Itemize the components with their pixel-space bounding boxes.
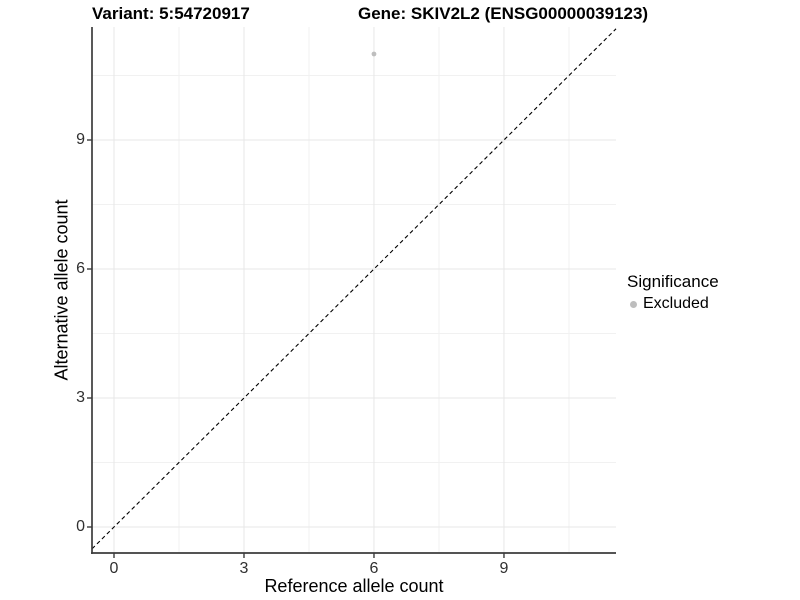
identity-reference-line [91,28,617,550]
x-tick-label: 9 [499,560,509,577]
y-tick-label: 3 [76,389,85,406]
data-point [371,51,377,57]
gene-title: Gene: SKIV2L2 (ENSG00000039123) [358,4,649,23]
legend-item-label: Excluded [643,295,709,312]
x-axis-title: Reference allele count [264,576,444,596]
y-axis-title: Alternative allele count [51,199,72,381]
x-tick-label: 6 [369,560,379,577]
legend: Significance Excluded [627,272,719,313]
legend-point-icon [630,300,637,308]
variant-title: Variant: 5:54720917 [92,4,250,23]
y-tick-label: 0 [76,518,85,535]
legend-title: Significance [627,272,719,291]
y-tick-label: 6 [76,260,85,277]
x-tick-label: 0 [109,560,119,577]
x-tick-label: 3 [239,560,249,577]
y-tick-label: 9 [76,131,85,148]
legend-item-excluded: Excluded [627,295,719,313]
